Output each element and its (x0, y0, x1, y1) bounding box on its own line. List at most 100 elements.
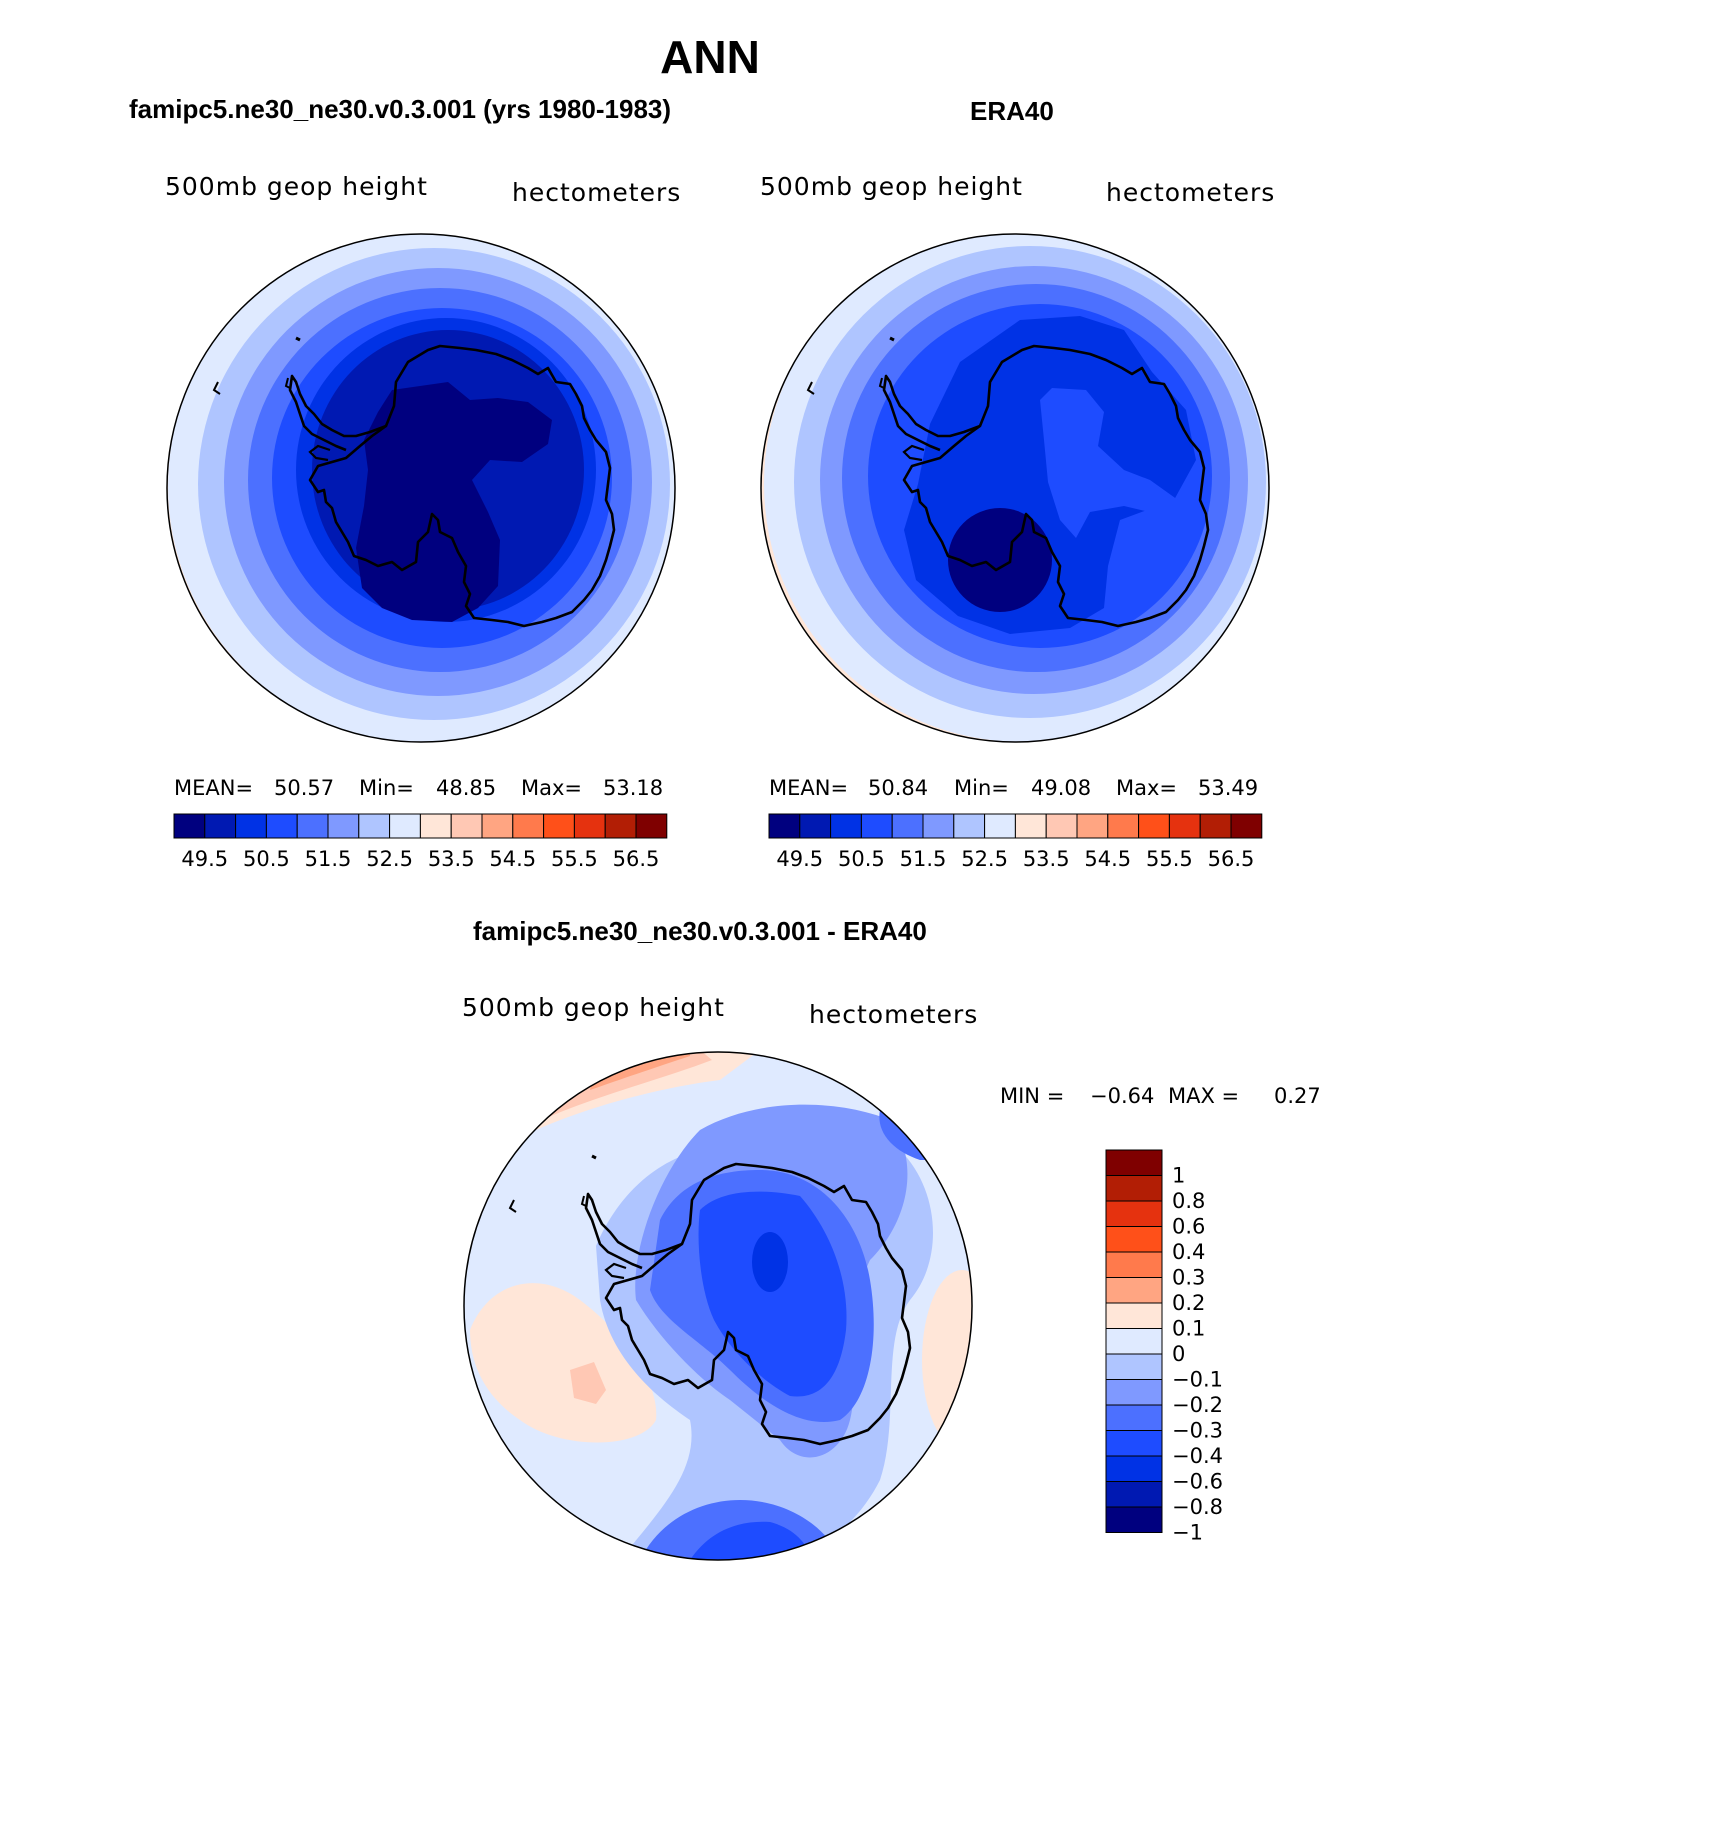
colorbar-diff-swatch (1105, 1430, 1163, 1457)
colorbar-obs-swatch (799, 813, 832, 839)
colorbar-diff-swatch (1105, 1481, 1163, 1508)
colorbar-diff-label: 0.1 (1172, 1317, 1205, 1341)
map-obs (761, 234, 1269, 742)
colorbar-model-label: 49.5 (181, 847, 228, 871)
colorbar-diff-label: 0.2 (1172, 1291, 1205, 1315)
colorbar-diff-label: 0.3 (1172, 1266, 1205, 1290)
colorbar-model-swatch (635, 813, 668, 839)
colorbar-model-swatch (604, 813, 637, 839)
colorbar-model-swatch (265, 813, 298, 839)
colorbar-obs-swatch (1168, 813, 1201, 839)
colorbar-model-swatch (389, 813, 421, 839)
colorbar-obs-swatch (1199, 813, 1232, 839)
diff-panel-variable: 500mb geop height (462, 993, 725, 1022)
colorbar-model-swatch (358, 813, 391, 839)
colorbar-model-swatch (173, 813, 206, 839)
colorbar-diff-swatch (1105, 1302, 1163, 1329)
panel-obs-mean: 50.84 (868, 776, 929, 800)
colorbar-diff-label: −0.6 (1172, 1470, 1223, 1494)
colorbar-obs-swatch (1138, 813, 1170, 839)
diff-max: 0.27 (1274, 1084, 1321, 1108)
colorbar-model-label: 52.5 (366, 847, 413, 871)
colorbar-diff-swatch (1105, 1353, 1163, 1380)
colorbar-model-swatch (235, 813, 267, 839)
colorbar-model-swatch (204, 813, 237, 839)
colorbar-diff-label: −0.3 (1172, 1419, 1223, 1443)
colorbar-diff-swatch (1105, 1200, 1163, 1227)
panel-obs-units: hectometers (1106, 178, 1276, 207)
panel-obs-min: 49.08 (1031, 776, 1092, 800)
colorbar-model-swatch (573, 813, 606, 839)
colorbar-obs-swatch (1076, 813, 1109, 839)
colorbar-obs-swatch (922, 813, 955, 839)
colorbar-obs-label: 49.5 (776, 847, 823, 871)
colorbar-obs-label: 50.5 (838, 847, 885, 871)
colorbar-diff-swatch (1105, 1506, 1163, 1533)
colorbar-model-swatch (543, 813, 575, 839)
colorbar-model: 49.5 50.5 51.5 52.5 53.5 54.5 55.5 56.5 (173, 813, 668, 871)
page-title: ANN (660, 31, 760, 83)
colorbar-diff-swatch (1105, 1379, 1163, 1406)
map-diff (464, 1052, 972, 1560)
colorbar-obs-swatch (1230, 813, 1263, 839)
diff-max-label: MAX = (1168, 1084, 1240, 1108)
panel-model-max: 53.18 (603, 776, 664, 800)
colorbar-diff-label: −0.1 (1172, 1368, 1223, 1392)
colorbar-diff-swatch (1105, 1328, 1163, 1355)
colorbar-obs-swatch (1107, 813, 1140, 839)
colorbar-obs-swatch (860, 813, 893, 839)
panel-model-variable: 500mb geop height (165, 172, 428, 201)
diff-min: −0.64 (1090, 1084, 1155, 1108)
map-model (167, 234, 675, 742)
colorbar-obs-swatch (984, 813, 1016, 839)
diff-panel-header: famipc5.ne30_ne30.v0.3.001 - ERA40 (473, 916, 927, 946)
colorbar-model-swatch (419, 813, 452, 839)
panel-model-mean-label: MEAN= (174, 776, 254, 800)
colorbar-obs-label: 54.5 (1084, 847, 1131, 871)
colorbar-diff-swatch (1105, 1455, 1163, 1482)
colorbar-obs-swatch (1045, 813, 1078, 839)
panel-model-min: 48.85 (436, 776, 497, 800)
colorbar-obs-label: 56.5 (1208, 847, 1255, 871)
colorbar-obs: 49.5 50.5 51.5 52.5 53.5 54.5 55.5 56.5 (768, 813, 1263, 871)
colorbar-diff-swatch (1105, 1277, 1163, 1304)
colorbar-obs-swatch (1014, 813, 1047, 839)
colorbar-obs-swatch (830, 813, 862, 839)
panel-model-min-label: Min= (359, 776, 414, 800)
colorbar-obs-swatch (891, 813, 924, 839)
colorbar-obs-swatch (953, 813, 986, 839)
colorbar-model-label: 55.5 (551, 847, 598, 871)
colorbar-model-label: 56.5 (613, 847, 660, 871)
colorbar-model-swatch (327, 813, 360, 839)
diff-min-label: MIN = (1000, 1084, 1065, 1108)
colorbar-diff-label: 0.4 (1172, 1240, 1205, 1264)
colorbar-model-label: 51.5 (305, 847, 352, 871)
colorbar-diff-label: 0.8 (1172, 1189, 1205, 1213)
panel-obs-min-label: Min= (954, 776, 1009, 800)
colorbar-diff-swatch (1105, 1226, 1163, 1253)
colorbar-model-swatch (296, 813, 329, 839)
panel-model-units: hectometers (512, 178, 682, 207)
colorbar-model-label: 50.5 (243, 847, 290, 871)
colorbar-diff-label: 0.6 (1172, 1215, 1205, 1239)
colorbar-model-swatch (512, 813, 545, 839)
colorbar-diff-label: 1 (1172, 1164, 1185, 1188)
panel-model-mean: 50.57 (274, 776, 335, 800)
panel-model-header: famipc5.ne30_ne30.v0.3.001 (yrs 1980-198… (129, 94, 672, 124)
colorbar-diff-swatch (1105, 1251, 1163, 1278)
colorbar-obs-swatch (768, 813, 801, 839)
colorbar-diff-label: −0.2 (1172, 1393, 1223, 1417)
colorbar-model-label: 54.5 (489, 847, 536, 871)
colorbar-diff-label: 0 (1172, 1342, 1185, 1366)
colorbar-obs-label: 53.5 (1023, 847, 1070, 871)
colorbar-obs-label: 55.5 (1146, 847, 1193, 871)
colorbar-diff-label: −0.8 (1172, 1495, 1223, 1519)
panel-obs-variable: 500mb geop height (760, 172, 1023, 201)
panel-obs-max: 53.49 (1198, 776, 1259, 800)
panel-obs-max-label: Max= (1116, 776, 1178, 800)
colorbar-model-swatch (450, 813, 483, 839)
colorbar-diff-swatch (1105, 1149, 1163, 1176)
colorbar-diff-swatch (1105, 1175, 1163, 1202)
colorbar-diff-label: −1 (1172, 1521, 1203, 1545)
